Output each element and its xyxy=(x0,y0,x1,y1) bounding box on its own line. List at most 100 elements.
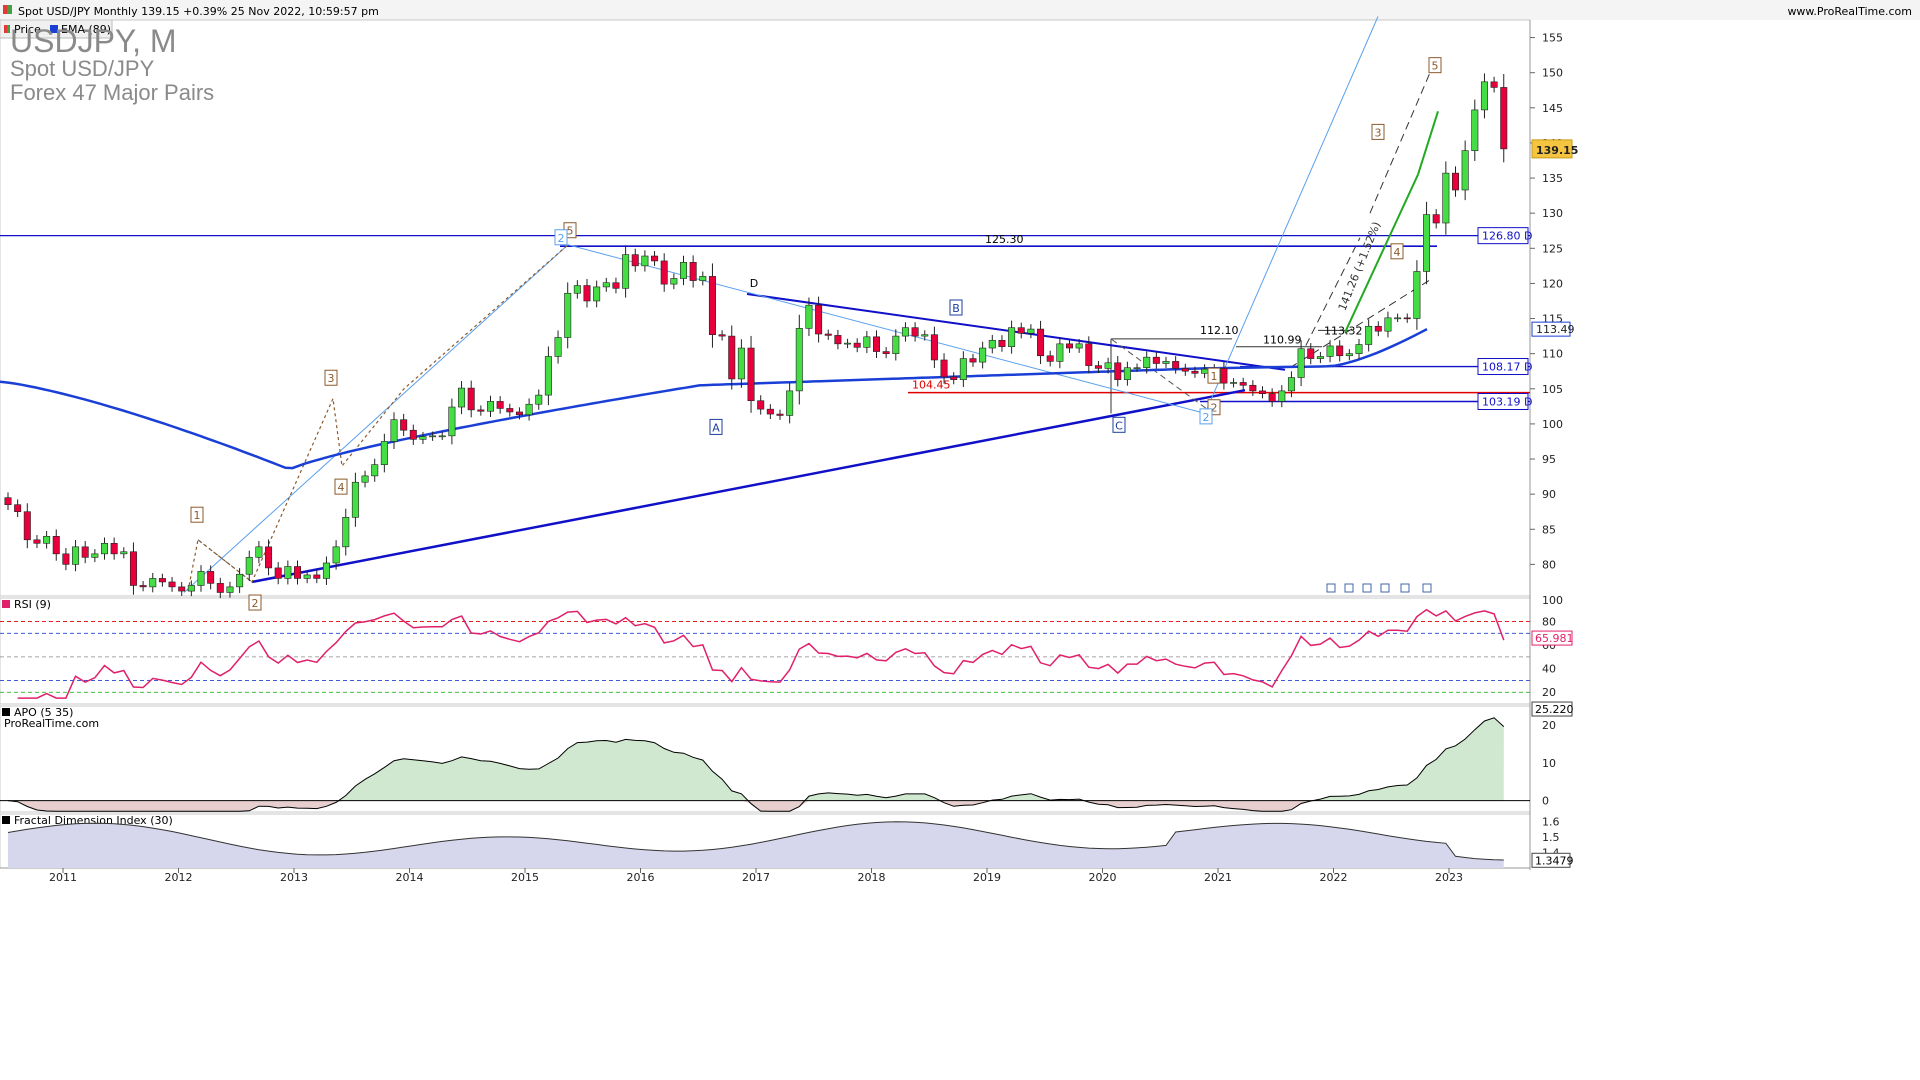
candle xyxy=(216,583,224,593)
candle xyxy=(728,335,736,380)
green-trendline xyxy=(1417,111,1439,175)
ema-legend-icon xyxy=(50,25,58,33)
candle xyxy=(824,333,832,336)
x-tick-label: 2019 xyxy=(973,871,1001,884)
wave-label: 4 xyxy=(338,481,345,494)
candle xyxy=(303,574,311,579)
wave-label-box xyxy=(949,299,963,316)
apo-panel: APO (5 35) 0 10 20 25.220 xyxy=(0,701,1574,812)
candle xyxy=(371,464,379,477)
level-label: 113.32 xyxy=(1324,324,1363,337)
event-marker-icon xyxy=(1380,583,1390,593)
green-trendline xyxy=(1344,174,1419,334)
price-axis: 8085909510010511011512012513013514014515… xyxy=(1530,32,1578,571)
level-label: 125.30 xyxy=(985,233,1024,246)
falling-trendline xyxy=(746,292,1286,371)
wave-path xyxy=(1111,339,1211,412)
candle xyxy=(834,335,842,345)
x-tick-label: 2017 xyxy=(742,871,770,884)
fdi-line xyxy=(7,821,1504,861)
candle xyxy=(110,543,118,555)
candle xyxy=(91,553,99,558)
event-marker-icon xyxy=(1344,583,1354,593)
candle xyxy=(660,260,668,285)
candle xyxy=(43,535,51,544)
wave-label: B xyxy=(952,302,960,315)
fdi-value-badge xyxy=(1531,852,1571,868)
event-marker-icon xyxy=(1326,583,1336,593)
candle xyxy=(1355,344,1363,354)
wave-label-box xyxy=(324,369,338,386)
level-box xyxy=(1477,227,1529,245)
price-overlays: 126.80 D 125.30 108.17 D 104.45 103.19 D 112.… xyxy=(0,16,1532,593)
apo-tick-label: 10 xyxy=(1542,757,1556,770)
candle xyxy=(496,401,504,409)
candle xyxy=(622,254,630,289)
candle xyxy=(506,408,514,413)
candle xyxy=(284,566,292,579)
candle xyxy=(361,475,369,483)
x-tick-label: 2018 xyxy=(858,871,886,884)
candle xyxy=(236,573,244,588)
wave-label: 1 xyxy=(194,509,201,522)
candle xyxy=(245,557,253,575)
wave-label-box xyxy=(709,418,723,435)
candle xyxy=(1143,356,1151,369)
watermark-symbol: USDJPY, M xyxy=(10,23,177,59)
candle xyxy=(535,394,543,405)
candle xyxy=(969,358,977,363)
candle xyxy=(699,276,707,281)
level-label: 108.17 D xyxy=(1482,361,1532,374)
ema-89-line xyxy=(0,327,1428,470)
candle xyxy=(322,562,330,579)
candle xyxy=(313,574,321,579)
candle xyxy=(33,539,41,544)
candle xyxy=(1316,356,1324,359)
candle xyxy=(776,413,784,416)
wave-label: 2 xyxy=(558,232,565,245)
candle xyxy=(1423,214,1431,272)
candle xyxy=(255,546,263,558)
apo-line xyxy=(7,717,1505,812)
candle xyxy=(1046,355,1054,362)
apo-tick-label: 0 xyxy=(1542,795,1549,808)
candle xyxy=(1403,317,1411,320)
rsi-legend-icon xyxy=(2,600,10,608)
wave-label: 2 xyxy=(252,597,259,610)
candle xyxy=(62,553,70,565)
apo-legend-icon xyxy=(2,708,10,716)
event-marker-icon xyxy=(1362,583,1372,593)
candle xyxy=(197,571,205,586)
rsi-tick-label: 20 xyxy=(1542,686,1556,699)
candle xyxy=(438,435,446,438)
site-link[interactable]: www.ProRealTime.com xyxy=(1787,5,1912,18)
candle xyxy=(1220,368,1228,384)
candle xyxy=(979,347,987,363)
price-tick-label: 95 xyxy=(1542,453,1556,466)
time-axis: 2011 2012 2013 2014 2015 2016 2017 2018 2019 2020… xyxy=(49,868,1463,884)
candle xyxy=(901,327,909,337)
x-tick-label: 2011 xyxy=(49,871,77,884)
wave-label: 3 xyxy=(1375,126,1382,139)
candle xyxy=(187,585,195,592)
candle xyxy=(1413,271,1421,319)
candle xyxy=(72,546,80,565)
price-tick-label: 125 xyxy=(1542,242,1563,255)
x-tick-label: 2023 xyxy=(1435,871,1463,884)
x-tick-label: 2012 xyxy=(165,871,193,884)
candle xyxy=(226,586,234,593)
wave-label: 5 xyxy=(567,225,574,238)
fdi-legend-label: Fractal Dimension Index (30) xyxy=(14,814,173,827)
channel-line xyxy=(1204,16,1379,414)
candle xyxy=(486,401,494,412)
level-box xyxy=(1477,358,1529,376)
candle xyxy=(52,535,60,555)
candle xyxy=(129,551,137,586)
candle xyxy=(795,328,803,392)
candle xyxy=(940,359,948,378)
price-tick-label: 150 xyxy=(1542,67,1563,80)
fdi-area xyxy=(8,821,1504,868)
candle xyxy=(882,351,890,354)
candle xyxy=(448,406,456,437)
